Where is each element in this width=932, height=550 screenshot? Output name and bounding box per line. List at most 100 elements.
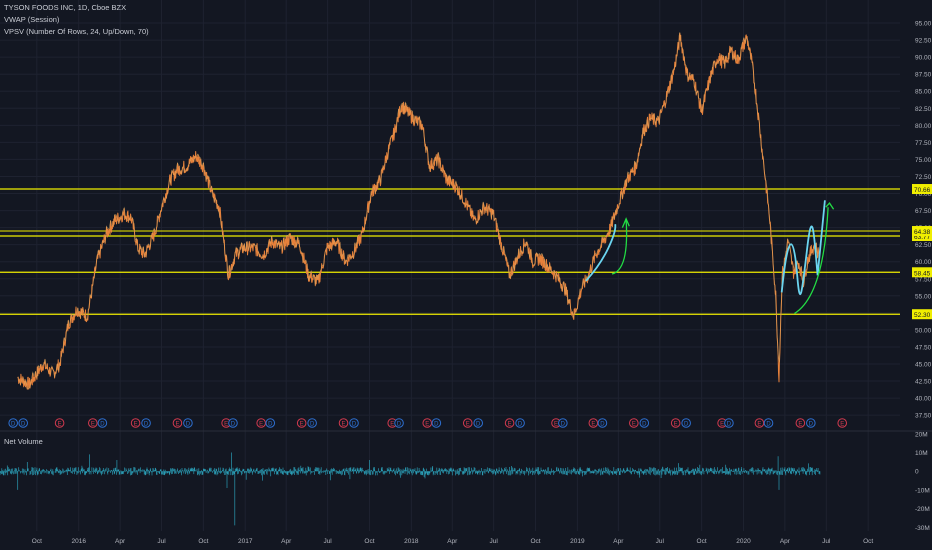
price-tick-label: 67.50 <box>915 208 932 215</box>
level-price-tag-bg[interactable] <box>912 226 932 237</box>
drawing-annotations[interactable] <box>585 200 835 315</box>
dividend-marker[interactable] <box>806 418 816 428</box>
earnings-marker[interactable] <box>462 418 473 428</box>
price-axis[interactable]: 95.00 92.50 90.00 87.50 85.00 82.50 80.00 77.50… <box>912 21 932 420</box>
event-marker-letter: E <box>720 421 724 427</box>
event-marker-letter: E <box>554 421 558 427</box>
time-tick-label: 2017 <box>238 538 253 545</box>
level-price-tag[interactable]: 70.66 <box>914 187 931 194</box>
cyan-trend-sketch[interactable] <box>585 224 617 282</box>
event-marker-letter: D <box>684 421 689 427</box>
dividend-marker[interactable] <box>558 418 568 428</box>
time-tick-label: Oct <box>697 538 707 545</box>
dividend-marker[interactable] <box>681 418 691 428</box>
dividend-marker[interactable] <box>183 418 193 428</box>
level-price-tag[interactable]: 64.38 <box>914 229 931 236</box>
volume-tick-label: -20M <box>915 506 930 513</box>
event-marker-letter: D <box>397 421 402 427</box>
dividend-marker[interactable] <box>639 418 650 428</box>
net-volume-histogram <box>0 452 821 526</box>
event-marker-letter: E <box>58 421 62 427</box>
dividend-marker[interactable] <box>18 418 29 428</box>
earnings-marker[interactable] <box>54 418 65 428</box>
vpsv-indicator-label[interactable]: VPSV (Number Of Rows, 24, Up/Down, 70) <box>4 27 149 36</box>
dividend-marker[interactable] <box>349 418 359 428</box>
dividend-marker[interactable] <box>265 418 276 428</box>
level-price-tag[interactable]: 58.45 <box>914 270 931 277</box>
dividend-marker[interactable] <box>515 418 525 428</box>
symbol-title[interactable]: TYSON FOODS INC, 1D, Cboe BZX <box>4 3 127 12</box>
dividend-marker[interactable] <box>394 418 404 428</box>
dividend-marker[interactable] <box>431 418 442 428</box>
level-price-tag-bg[interactable] <box>912 267 932 278</box>
dividend-marker[interactable] <box>141 418 151 428</box>
level-price-tag-bg[interactable] <box>912 184 932 195</box>
level-price-tag[interactable]: 52.30 <box>914 312 931 319</box>
time-tick-label: Jul <box>822 538 831 545</box>
event-marker-letter: E <box>342 421 346 427</box>
event-marker-letter: D <box>21 421 26 427</box>
earnings-marker[interactable] <box>504 418 515 428</box>
price-tick-label: 70.00 <box>915 191 932 198</box>
price-tick-label: 87.50 <box>915 72 932 79</box>
time-tick-label: Apr <box>115 538 126 545</box>
price-tick-label: 57.50 <box>915 276 932 283</box>
dividend-marker[interactable] <box>97 418 108 428</box>
event-marker-letter: D <box>809 421 814 427</box>
earnings-marker[interactable] <box>296 418 307 428</box>
vwap-line <box>17 32 820 389</box>
time-tick-label: Apr <box>447 538 458 545</box>
price-tick-label: 90.00 <box>915 55 932 62</box>
time-tick-label: Oct <box>198 538 208 545</box>
dividend-marker[interactable] <box>473 418 484 428</box>
event-marker-letter: D <box>268 421 273 427</box>
volume-tick-label: -30M <box>915 525 930 532</box>
earnings-marker[interactable] <box>172 418 183 428</box>
earnings-marker[interactable] <box>256 418 266 428</box>
level-price-tag[interactable]: 63.77 <box>914 234 931 241</box>
event-marker-letter: E <box>840 421 844 427</box>
volume-axis[interactable]: 20M 10M 0 -10M -20M -30M <box>915 431 930 531</box>
dividend-marker[interactable] <box>8 418 18 428</box>
green-arrow-head[interactable] <box>621 217 630 228</box>
green-arrow-curve[interactable] <box>611 219 628 275</box>
earnings-marker[interactable] <box>588 418 599 428</box>
event-marker-letter: E <box>259 421 263 427</box>
earnings-marker[interactable] <box>338 418 349 428</box>
green-arrow-head[interactable] <box>825 202 835 210</box>
dividend-marker[interactable] <box>597 418 608 428</box>
earnings-marker[interactable] <box>629 418 639 428</box>
earnings-marker[interactable] <box>130 418 141 428</box>
event-marker-letter: E <box>91 421 95 427</box>
earnings-marker[interactable] <box>422 418 433 428</box>
time-axis[interactable]: Oct 2016 Apr Jul Oct 2017 Apr Jul Oct 2018 Apr Jul O… <box>32 538 874 545</box>
level-price-tag-bg[interactable] <box>912 309 932 320</box>
price-tick-label: 40.00 <box>915 396 932 403</box>
dividend-marker[interactable] <box>763 418 774 428</box>
price-series <box>17 32 820 390</box>
event-marker-letter: E <box>591 421 595 427</box>
earnings-marker[interactable] <box>670 418 681 428</box>
cyan-pattern-sketch[interactable] <box>780 200 826 296</box>
horizontal-levels[interactable] <box>0 188 900 315</box>
earnings-marker[interactable] <box>88 418 98 428</box>
earnings-marker[interactable] <box>795 418 806 428</box>
time-tick-label: Apr <box>613 538 624 545</box>
time-tick-label: Jul <box>656 538 665 545</box>
earnings-marker[interactable] <box>754 418 765 428</box>
vwap-indicator-label[interactable]: VWAP (Session) <box>4 15 60 24</box>
green-arrow-curve[interactable] <box>794 207 829 315</box>
event-marker-letter: E <box>300 421 304 427</box>
earnings-marker[interactable] <box>837 418 848 428</box>
price-tick-label: 85.00 <box>915 89 932 96</box>
dividend-marker[interactable] <box>228 418 238 428</box>
price-tick-label: 80.00 <box>915 123 932 130</box>
time-tick-label: Jul <box>490 538 499 545</box>
event-marker-letter: D <box>310 421 315 427</box>
net-volume-title[interactable]: Net Volume <box>4 437 43 446</box>
dividend-marker[interactable] <box>724 418 734 428</box>
dividend-marker[interactable] <box>307 418 317 428</box>
